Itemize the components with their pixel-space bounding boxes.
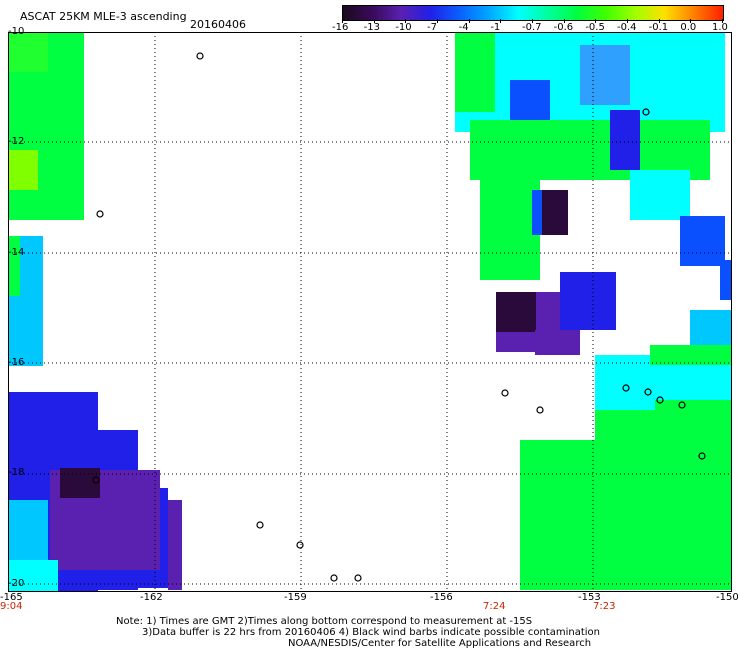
colorbar-tick bbox=[437, 19, 438, 23]
colorbar-label: -0.6 bbox=[553, 22, 574, 33]
colorbar-tick bbox=[373, 19, 375, 23]
colorbar-tick bbox=[658, 19, 660, 23]
island-outline bbox=[622, 384, 630, 392]
colorbar-tick bbox=[627, 19, 628, 23]
x-label-153: -153 bbox=[578, 592, 601, 603]
island-outline bbox=[678, 401, 686, 409]
island-outline bbox=[196, 52, 204, 60]
x-label-156: -156 bbox=[430, 592, 453, 603]
swath-lower-left bbox=[8, 500, 48, 560]
note-line-3: NOAA/NESDIS/Center for Satellite Applica… bbox=[288, 638, 592, 649]
swath-lower-left bbox=[60, 468, 100, 498]
colorbar-label: -10 bbox=[395, 22, 412, 33]
swath-upper-right bbox=[630, 170, 690, 220]
colorbar-tick bbox=[405, 19, 407, 23]
swath-mid-purple bbox=[535, 330, 580, 355]
colorbar-tick bbox=[563, 19, 565, 23]
swath-left-mid bbox=[8, 236, 20, 296]
y-label-20: -20 bbox=[8, 578, 25, 589]
colorbar-label: -16 bbox=[332, 22, 349, 33]
y-label-10: -10 bbox=[8, 26, 25, 37]
island-outline bbox=[92, 476, 100, 484]
swath-upper-right bbox=[532, 190, 542, 235]
island-outline bbox=[644, 388, 652, 396]
x-label-162: -162 bbox=[140, 592, 163, 603]
swath-upper-right bbox=[720, 260, 732, 300]
colorbar-tick bbox=[500, 19, 502, 23]
note-line-1: Note: 1) Times are GMT 2)Times along bot… bbox=[116, 616, 533, 627]
swath-right-mid bbox=[650, 345, 732, 365]
x-label-165: -165 bbox=[0, 592, 23, 603]
island-outline bbox=[642, 108, 650, 116]
swath-mid-purple bbox=[496, 292, 536, 332]
island-outline bbox=[698, 452, 706, 460]
swath-upper-right bbox=[455, 32, 495, 112]
colorbar-label: -0.5 bbox=[585, 22, 605, 33]
time-label-mid: 7:24 bbox=[483, 601, 506, 612]
colorbar-label: 0.0 bbox=[680, 22, 697, 33]
colorbar-label: -4 bbox=[458, 22, 469, 33]
x-label-159: -159 bbox=[284, 592, 307, 603]
colorbar-label: -1 bbox=[490, 22, 501, 33]
map-svg bbox=[8, 32, 732, 592]
swath-upper-right bbox=[610, 110, 640, 170]
colorbar bbox=[342, 5, 724, 21]
map-frame bbox=[8, 32, 732, 592]
island-outline bbox=[536, 406, 544, 414]
colorbar-label: -0.1 bbox=[648, 22, 669, 33]
product-date: 20160406 bbox=[190, 18, 246, 31]
swath-upper-right bbox=[510, 80, 550, 120]
note-line-2: 3)Data buffer is 22 hrs from 20160406 4)… bbox=[142, 627, 600, 638]
swath-upper-right bbox=[480, 160, 540, 250]
colorbar-tick bbox=[468, 19, 470, 23]
colorbar-label: -13 bbox=[363, 22, 380, 33]
swath-lower-left bbox=[8, 560, 58, 592]
colorbar-label: -7 bbox=[427, 22, 437, 33]
swath-lower-left bbox=[168, 500, 182, 590]
island-outline bbox=[656, 396, 664, 404]
colorbar-tick bbox=[532, 19, 533, 23]
y-label-12: -12 bbox=[8, 136, 25, 147]
island-outline bbox=[296, 541, 304, 549]
colorbar-label: -0.4 bbox=[617, 22, 637, 33]
time-label-right: 7:23 bbox=[593, 601, 616, 612]
island-outline bbox=[330, 574, 338, 582]
y-label-14: -14 bbox=[8, 247, 25, 258]
swath-upper-right bbox=[540, 190, 568, 235]
swath-upper-right bbox=[680, 216, 725, 266]
island-outline bbox=[256, 521, 264, 529]
island-outline bbox=[501, 389, 509, 397]
swath-upper-left bbox=[8, 150, 38, 190]
colorbar-label: 1.0 bbox=[712, 22, 728, 33]
swath-upper-left bbox=[8, 32, 48, 72]
y-label-18: -18 bbox=[8, 467, 25, 478]
island-outline bbox=[354, 574, 362, 582]
island-outline bbox=[96, 210, 104, 218]
swath-lower-right bbox=[595, 390, 655, 410]
swath-upper-right bbox=[480, 240, 540, 280]
colorbar-tick bbox=[342, 19, 343, 23]
colorbar-tick bbox=[722, 19, 723, 23]
product-title: ASCAT 25KM MLE-3 ascending bbox=[20, 10, 187, 23]
colorbar-label: -0.7 bbox=[522, 22, 542, 33]
swath-upper-right bbox=[580, 45, 630, 105]
y-label-16: -16 bbox=[8, 357, 25, 368]
wind-map bbox=[8, 32, 732, 592]
x-label-150: -150 bbox=[716, 592, 739, 603]
colorbar-tick bbox=[595, 19, 597, 23]
time-label-left: 9:04 bbox=[0, 601, 23, 612]
colorbar-tick bbox=[690, 19, 692, 23]
swath-lower-right bbox=[520, 440, 732, 590]
swath-mid-purple bbox=[560, 272, 616, 330]
